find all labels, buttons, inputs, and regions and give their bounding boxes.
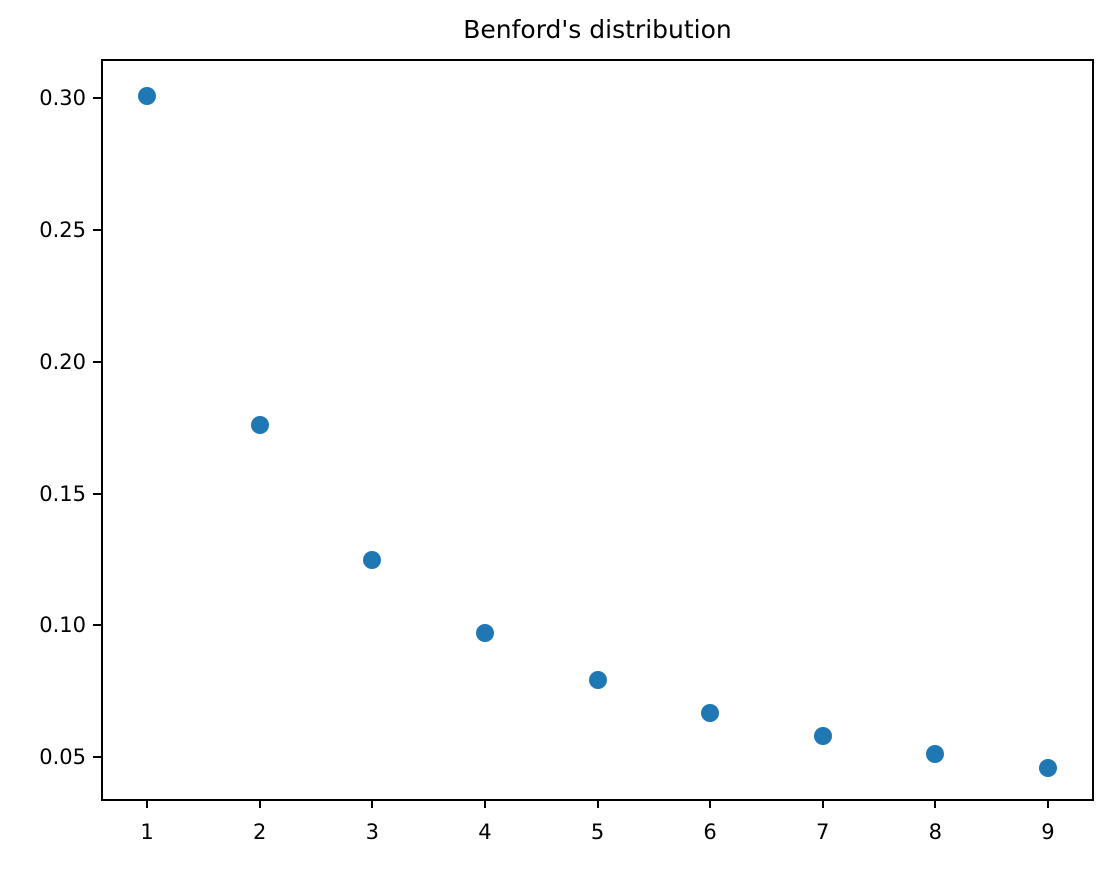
x-tick-mark — [1046, 800, 1049, 808]
data-point — [1038, 759, 1057, 778]
y-tick-label: 0.10 — [39, 613, 86, 638]
data-point — [926, 744, 945, 763]
y-tick-label: 0.25 — [39, 217, 86, 242]
x-tick-mark — [483, 800, 486, 808]
x-tick-label: 5 — [590, 820, 605, 844]
x-tick-mark — [934, 800, 937, 808]
y-tick-label: 0.20 — [39, 349, 86, 374]
x-tick-mark — [146, 800, 149, 808]
x-tick-label: 4 — [478, 820, 492, 844]
x-tick-mark — [596, 800, 599, 808]
data-point — [138, 86, 157, 105]
y-tick-mark — [93, 756, 101, 759]
data-point — [588, 671, 607, 690]
x-tick-label: 8 — [928, 820, 943, 844]
y-tick-label: 0.30 — [39, 86, 86, 111]
y-tick-mark — [93, 360, 101, 363]
plot-area — [101, 59, 1094, 801]
y-tick-label: 0.05 — [39, 745, 86, 770]
y-tick-mark — [93, 624, 101, 627]
data-point — [250, 415, 269, 434]
x-tick-mark — [821, 800, 824, 808]
data-point — [475, 624, 494, 643]
x-tick-label: 7 — [816, 820, 830, 844]
y-tick-label: 0.15 — [39, 481, 86, 506]
chart-title: Benford's distribution — [463, 15, 732, 44]
data-point — [363, 550, 382, 569]
y-tick-mark — [93, 228, 101, 231]
x-tick-mark — [709, 800, 712, 808]
x-tick-label: 3 — [365, 820, 379, 844]
data-point — [813, 726, 832, 745]
x-tick-mark — [258, 800, 261, 808]
x-tick-label: 9 — [1041, 820, 1055, 844]
y-tick-mark — [93, 97, 101, 100]
x-tick-mark — [371, 800, 374, 808]
data-point — [701, 703, 720, 722]
x-tick-label: 1 — [140, 820, 154, 844]
x-tick-label: 6 — [703, 820, 717, 844]
x-tick-label: 2 — [252, 820, 267, 844]
y-tick-mark — [93, 492, 101, 495]
